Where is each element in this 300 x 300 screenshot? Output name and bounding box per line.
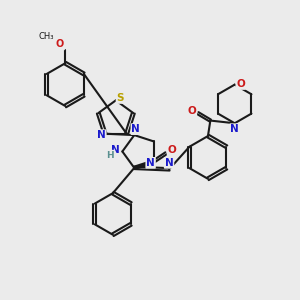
Text: O: O: [188, 106, 196, 116]
Text: N: N: [165, 158, 173, 168]
Text: N: N: [97, 130, 106, 140]
Text: O: O: [168, 145, 176, 155]
Text: N: N: [146, 158, 155, 168]
Text: CH₃: CH₃: [38, 32, 54, 41]
Text: N: N: [111, 145, 120, 155]
Text: O: O: [236, 79, 245, 89]
Text: O: O: [56, 40, 64, 50]
Text: H: H: [106, 151, 114, 160]
Text: N: N: [230, 124, 239, 134]
Text: N: N: [131, 124, 140, 134]
Text: S: S: [116, 93, 124, 103]
